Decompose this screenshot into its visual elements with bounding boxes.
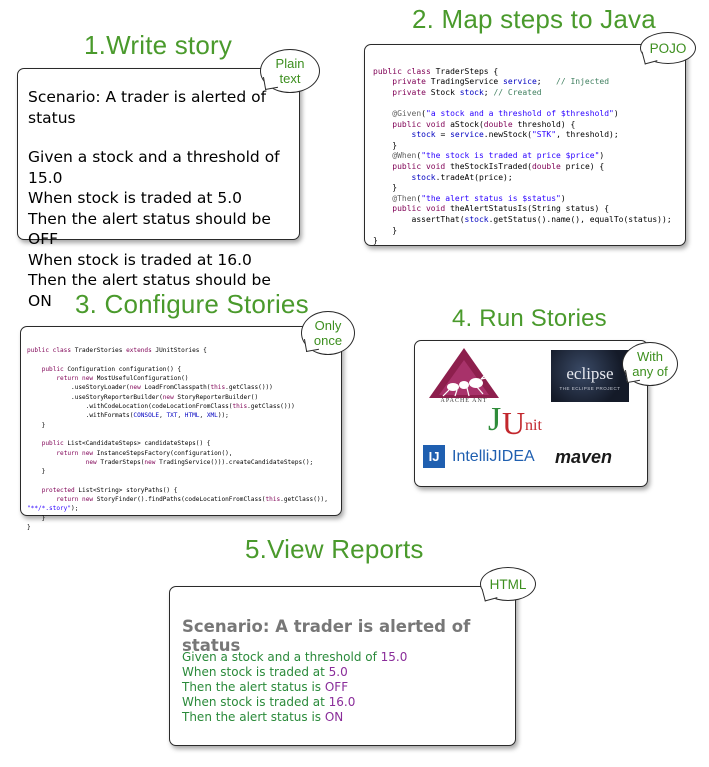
code-line: .useStoryReporterBuilder(new StoryReport… xyxy=(27,393,259,401)
code-line xyxy=(27,430,328,439)
story-title: Scenario: A trader is alerted of status xyxy=(28,88,267,127)
code-line xyxy=(27,356,328,365)
code-line: private TradingService service; // Injec… xyxy=(392,77,610,87)
code-line: } xyxy=(373,140,398,150)
bubble-text: POJO xyxy=(649,40,687,56)
code-line: } xyxy=(373,225,398,235)
code-line: @When("the stock is traded at price $pri… xyxy=(392,151,605,161)
report-value: OFF xyxy=(324,680,349,694)
code-line xyxy=(27,476,328,485)
report-line: Then the alert status is OFF xyxy=(182,680,349,694)
story-box: Scenario: A trader is alerted of status … xyxy=(17,68,300,310)
code-line: .withFormats(CONSOLE, TXT, HTML, XML)); xyxy=(27,412,229,420)
code-line: } xyxy=(27,523,31,531)
bubble-text: any of xyxy=(632,364,668,379)
code-line: } xyxy=(27,421,46,429)
story-line: Then the alert status should be ON xyxy=(28,271,271,310)
step1-heading: 1.Write story xyxy=(84,30,233,60)
report-value: 5.0 xyxy=(328,665,348,679)
code-line: "**/*.story"); xyxy=(27,505,79,513)
code-line: return new InstanceStepsFactory(configur… xyxy=(56,449,233,457)
ant-caption: APACHE ANT xyxy=(440,398,488,404)
code-line: public List<CandidateSteps> candidateSte… xyxy=(41,440,211,448)
bubble-text: Only xyxy=(314,318,342,333)
story-text: Scenario: A trader is alerted of status … xyxy=(28,87,298,311)
code-line: public Configuration configuration() { xyxy=(41,365,182,373)
plain-text-bubble: Plain text xyxy=(260,49,320,93)
apache-ant-logo: APACHE ANT xyxy=(425,346,503,408)
code-line: protected List<String> storyPaths() { xyxy=(41,486,178,494)
report-lines: Given a stock and a threshold of 15.0 Wh… xyxy=(182,650,407,725)
intellij-icon: IJ xyxy=(423,445,445,468)
run-stories-box: APACHE ANT eclipse THE ECLIPSE PROJECT J… xyxy=(414,340,648,487)
java-steps-box: public class TraderSteps { private Tradi… xyxy=(364,44,686,246)
code-line: .useStoryLoader(new LoadFromClasspath(th… xyxy=(27,384,273,392)
config-box: public class TraderStories extends JUnit… xyxy=(20,326,342,531)
code-line: .withCodeLocation(codeLocationFromClass(… xyxy=(27,403,295,411)
report-value: 15.0 xyxy=(380,650,408,664)
junit-u: U xyxy=(502,405,526,441)
code-line: assertThat(stock.getStatus().name(), equ… xyxy=(373,214,672,224)
bubble-text: HTML xyxy=(489,576,527,592)
with-any-of-bubble: With any of xyxy=(622,342,678,386)
report-line: Then the alert status is ON xyxy=(182,710,344,724)
junit-logo: J U nit xyxy=(488,401,568,441)
step2-heading: 2. Map steps to Java xyxy=(412,4,656,34)
code-line: public void theAlertStatusIs(String stat… xyxy=(392,204,610,214)
junit-j: J xyxy=(488,401,502,438)
junit-nit: nit xyxy=(525,417,542,434)
eclipse-sub: THE ECLIPSE PROJECT xyxy=(559,386,621,391)
code-line: } xyxy=(27,514,46,522)
report-value: 16.0 xyxy=(328,695,356,709)
pojo-bubble: POJO xyxy=(640,32,696,65)
code-line: new TraderSteps(new TradingService())).c… xyxy=(85,458,314,466)
code-line: public void aStock(double threshold) { xyxy=(392,119,576,129)
maven-logo: maven xyxy=(555,447,635,471)
code-line: public void theStockIsTraded(double pric… xyxy=(392,161,605,171)
eclipse-name: eclipse xyxy=(566,364,614,383)
story-line: Given a stock and a threshold of 15.0 xyxy=(28,148,280,187)
code-line: } xyxy=(27,468,46,476)
bubble-text: With xyxy=(636,349,663,364)
step5-heading: 5.View Reports xyxy=(245,534,424,564)
step4-heading: 4. Run Stories xyxy=(452,305,607,332)
java-steps-code: public class TraderSteps { private Tradi… xyxy=(373,56,672,268)
code-line: } xyxy=(373,236,378,246)
code-line xyxy=(373,98,672,109)
bubble-text: text xyxy=(279,71,301,86)
report-title: Scenario: A trader is alerted of status xyxy=(182,617,471,655)
bubble-text: Plain xyxy=(275,56,305,71)
story-line: When stock is traded at 5.0 xyxy=(28,189,243,207)
intellij-logo: IJ IntelliJIDEA xyxy=(423,445,548,471)
report-value: ON xyxy=(324,710,344,724)
maven-name: maven xyxy=(555,447,613,467)
bubble-text: once xyxy=(313,333,343,348)
code-line: @Given("a stock and a threshold of $thre… xyxy=(392,108,619,118)
report-line: Given a stock and a threshold of 15.0 xyxy=(182,650,408,664)
code-line: stock.tradeAt(price); xyxy=(411,172,513,182)
code-line: public class TraderStories extends JUnit… xyxy=(27,347,207,355)
config-code: public class TraderStories extends JUnit… xyxy=(27,337,328,551)
eclipse-logo: eclipse THE ECLIPSE PROJECT xyxy=(551,350,629,402)
report-line: When stock is traded at 16.0 xyxy=(182,695,356,709)
report-line: When stock is traded at 5.0 xyxy=(182,665,348,679)
intellij-name: IntelliJIDEA xyxy=(452,448,535,465)
ant-icon xyxy=(429,348,499,398)
code-line: return new MostUsefulConfiguration() xyxy=(56,375,189,383)
only-once-bubble: Only once xyxy=(301,311,355,355)
story-line: Then the alert status should be OFF xyxy=(28,209,271,249)
code-line: private Stock stock; // Created xyxy=(392,87,542,97)
step3-heading: 3. Configure Stories xyxy=(75,289,309,319)
code-line: public class TraderSteps { xyxy=(373,66,499,76)
code-line: return new StoryFinder().findPaths(codeL… xyxy=(56,496,328,504)
code-line: } xyxy=(373,183,398,193)
story-line: When stock is traded at 16.0 xyxy=(28,250,252,269)
code-line: stock = service.newStock("STK", threshol… xyxy=(411,130,619,140)
code-line: @Then("the alert status is $status") xyxy=(392,193,566,203)
html-bubble: HTML xyxy=(480,567,536,602)
report-box: Scenario: A trader is alerted of status … xyxy=(169,586,516,746)
